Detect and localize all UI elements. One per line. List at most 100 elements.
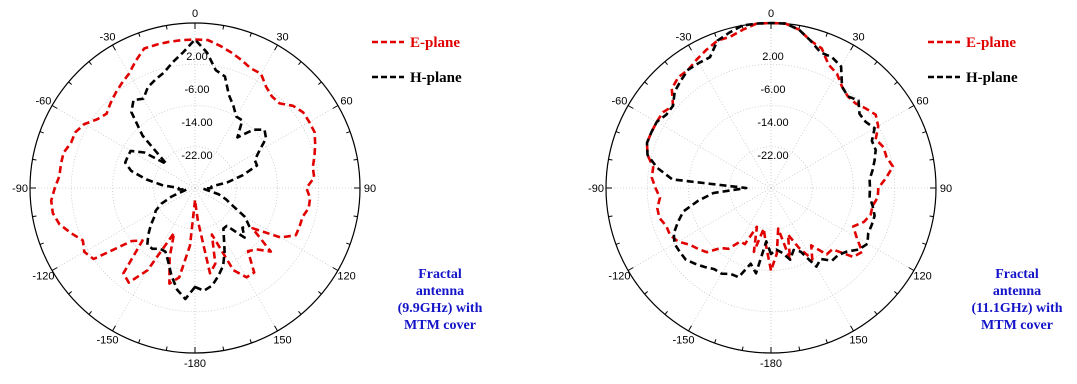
angle-tick [222,346,225,351]
radial-label: -22.00 [181,150,212,162]
angle-tick [51,267,58,271]
angle-tick [32,158,37,161]
grid-spoke [51,187,196,271]
angle-tick [32,215,37,218]
angle-tick [922,242,927,245]
angle-label: 120 [337,271,355,283]
angle-tick [608,215,613,218]
grid-circle [729,146,813,230]
caption-line: (11.1GHz) with [971,301,1063,316]
caption-line: antenna [415,284,465,299]
angle-label: -180 [184,358,206,370]
angle-tick [644,81,648,85]
angle-label: -60 [611,96,627,108]
angle-tick [688,325,692,332]
angle-tick [68,81,72,85]
grid-spoke [194,187,339,271]
grid-spoke [51,105,196,189]
angle-tick [346,242,351,245]
angle-label: -30 [676,31,692,43]
angle-label: -180 [760,358,782,370]
angle-label: 60 [340,96,352,108]
angle-tick [88,61,92,65]
angle-tick [644,291,648,295]
angle-tick [825,339,828,344]
angle-label: -90 [12,183,28,195]
legend-label: E-plane [966,35,1016,51]
grid-spoke [770,187,915,271]
angle-tick [332,267,339,271]
angle-tick [318,291,322,295]
angle-tick [222,25,225,30]
angle-tick [353,158,358,161]
grid-spoke [112,44,196,189]
caption-line: antenna [992,284,1042,299]
caption-line: MTM cover [981,318,1053,333]
angle-tick [627,267,634,271]
caption-line: Fractal [418,267,462,282]
angle-tick [874,61,878,65]
polar-plot-right: 0 30 60 90 120 150 -180 -150 -120 -90 -60 -30 2.00 -6… [588,8,1018,370]
angle-tick [798,346,801,351]
angle-label: -150 [96,335,118,347]
angle-tick [298,311,302,315]
angle-label: -150 [672,335,694,347]
angle-tick [922,131,927,134]
angle-label: -90 [588,183,604,195]
angle-label: 90 [940,183,952,195]
angle-tick [664,61,668,65]
angle-label: -60 [35,96,51,108]
radial-label: -14.00 [181,117,212,129]
angle-tick [615,242,620,245]
polar-chart-left: 0 30 60 90 120 150 -180 -150 -120 -90 -60 -30 2.00 -6… [0,0,500,384]
angle-tick [894,291,898,295]
caption-line: MTM cover [404,318,476,333]
caption-line: Fractal [995,267,1039,282]
polar-plot-left: 0 30 60 90 120 150 -180 -150 -120 -90 -60 -30 2.00 -6… [12,8,462,370]
angle-tick [112,325,116,332]
angle-label: 30 [276,31,288,43]
angle-tick [39,242,44,245]
legend-label: H-plane [966,70,1018,86]
angle-tick [714,339,717,344]
angle-tick [908,267,915,271]
angle-tick [615,131,620,134]
angle-tick [346,131,351,134]
angle-tick [894,81,898,85]
polar-chart-right: 0 30 60 90 120 150 -180 -150 -120 -90 -60 -30 2.00 -6… [568,0,1068,384]
angle-tick [608,158,613,161]
grid-spoke [194,44,278,189]
angle-label: 0 [768,8,774,20]
angle-tick [165,25,168,30]
angle-label: 150 [849,335,867,347]
angle-label: 90 [364,183,376,195]
grid-spoke [688,44,772,189]
angle-tick [249,339,252,344]
angle-tick [929,158,934,161]
angle-tick [929,215,934,218]
angle-tick [664,311,668,315]
angle-tick [138,32,141,37]
angle-tick [249,32,252,37]
angle-label: -30 [100,31,116,43]
angle-tick [874,311,878,315]
angle-tick [39,131,44,134]
grid-spoke [770,187,854,332]
angle-label: 120 [913,271,931,283]
angle-tick [51,105,58,109]
angle-tick [688,44,692,51]
angle-tick [274,325,278,332]
legend-label: H-plane [410,70,462,86]
angle-tick [627,105,634,109]
angle-label: 60 [916,96,928,108]
angle-tick [353,215,358,218]
angle-tick [318,81,322,85]
series-line-e-plane [645,21,895,272]
angle-label: 30 [852,31,864,43]
grid-spoke [627,187,772,271]
angle-tick [825,32,828,37]
angle-tick [714,32,717,37]
radial-label: 2.00 [186,51,207,63]
angle-tick [112,44,116,51]
angle-tick [908,105,915,109]
